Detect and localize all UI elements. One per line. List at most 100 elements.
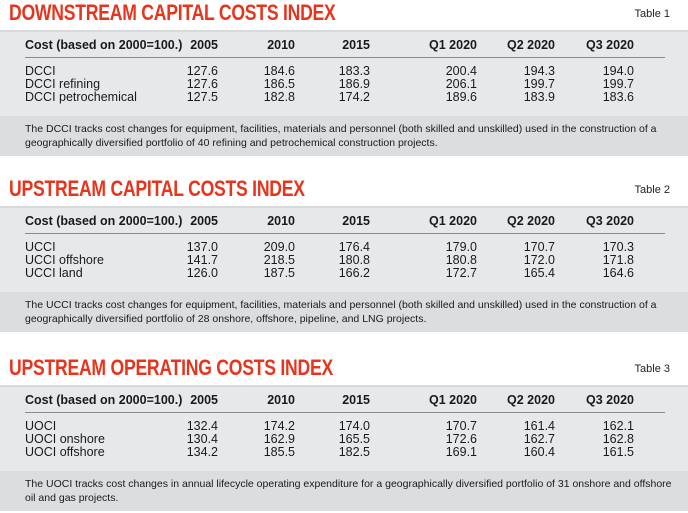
cell-value: 172.7 [445,266,477,280]
table-row: UOCI onshore 130.4 162.9 165.5 172.6 162.7 162… [0,433,688,446]
cell-value: 127.5 [186,90,218,104]
cell-value: 171.8 [602,253,634,267]
cell-value: 162.1 [602,419,634,433]
table-row: DCCI petrochemical 127.5 182.8 174.2 189.6 18… [0,91,688,104]
table-row: DCCI refining 127.6 186.5 186.9 206.1 199.7 19… [0,78,688,91]
cell-value: 185.5 [263,445,295,459]
cell-value: 170.7 [445,419,477,433]
cell-value: 187.5 [263,266,295,280]
column-header: 2015 [342,38,370,52]
table-number: Table 3 [634,363,670,375]
cell-value: 161.5 [602,445,634,459]
table-row: UCCI 137.0 209.0 176.4 179.0 170.7 170.3 [0,241,688,254]
cell-value: 172.6 [445,432,477,446]
cell-value: 180.8 [445,253,477,267]
cell-value: 174.2 [338,90,370,104]
column-header: 2015 [342,214,370,228]
cell-value: 130.4 [186,432,218,446]
table-body: Cost (based on 2000=100.) 2005 2010 2015 Q1 … [0,385,688,471]
cell-value: 172.0 [523,253,555,267]
table-footnote: The DCCI tracks cost changes for equipme… [0,116,688,156]
cell-value: 176.4 [338,240,370,254]
cell-value: 160.4 [523,445,555,459]
column-header: 2005 [190,38,218,52]
row-label: UOCI offshore [25,445,105,459]
column-header: Q3 2020 [586,214,634,228]
cell-value: 182.5 [338,445,370,459]
cell-value: 137.0 [186,240,218,254]
column-header: 2005 [190,393,218,407]
table-header-row: Cost (based on 2000=100.) 2005 2010 2015 Q1 … [0,394,688,407]
cell-value: 170.3 [602,240,634,254]
column-header: Q1 2020 [429,38,477,52]
table-body: Cost (based on 2000=100.) 2005 2010 2015 Q1 … [0,206,688,292]
column-header: Cost (based on 2000=100.) [25,38,183,52]
cell-value: 169.1 [445,445,477,459]
cell-value: 199.7 [523,77,555,91]
table-number: Table 2 [634,184,670,196]
cell-value: 174.2 [263,419,295,433]
cell-value: 161.4 [523,419,555,433]
column-header: 2005 [190,214,218,228]
cell-value: 180.8 [338,253,370,267]
cell-value: 186.9 [338,77,370,91]
row-label: DCCI petrochemical [25,90,137,104]
cell-value: 162.8 [602,432,634,446]
column-header: Q2 2020 [507,214,555,228]
cell-value: 189.6 [445,90,477,104]
cell-value: 209.0 [263,240,295,254]
table-footnote: The UCCI tracks cost changes for equipme… [0,292,688,332]
row-label: UCCI land [25,266,83,280]
table-title: DOWNSTREAM CAPITAL COSTS INDEX [9,0,336,25]
column-header: 2010 [267,393,295,407]
table-title: UPSTREAM CAPITAL COSTS INDEX [9,176,305,201]
cell-value: 134.2 [186,445,218,459]
column-header: 2010 [267,214,295,228]
footnote-text: The DCCI tracks cost changes for equipme… [25,123,657,149]
header-divider [25,233,665,234]
cell-value: 162.7 [523,432,555,446]
cell-value: 141.7 [186,253,218,267]
table-row: DCCI 127.6 184.6 183.3 200.4 194.3 194.0 [0,65,688,78]
cell-value: 170.7 [523,240,555,254]
cell-value: 199.7 [602,77,634,91]
footnote-text: The UCCI tracks cost changes for equipme… [25,299,657,325]
table-title: UPSTREAM OPERATING COSTS INDEX [9,355,333,380]
column-header: Q2 2020 [507,38,555,52]
cell-value: 183.6 [602,90,634,104]
table-body: Cost (based on 2000=100.) 2005 2010 2015 Q1 … [0,30,688,116]
row-label: UOCI [25,419,57,433]
row-label: UCCI [25,240,56,254]
cell-value: 165.4 [523,266,555,280]
cell-value: 166.2 [338,266,370,280]
table-row: UCCI land 126.0 187.5 166.2 172.7 165.4 164.6 [0,267,688,280]
cell-value: 132.4 [186,419,218,433]
cell-value: 165.5 [338,432,370,446]
row-label: DCCI [25,64,56,78]
cell-value: 127.6 [186,77,218,91]
cell-value: 182.8 [263,90,295,104]
column-header: Q3 2020 [586,38,634,52]
cell-value: 200.4 [445,64,477,78]
table-row: UOCI 132.4 174.2 174.0 170.7 161.4 162.1 [0,420,688,433]
cell-value: 162.9 [263,432,295,446]
column-header: 2015 [342,393,370,407]
cell-value: 206.1 [445,77,477,91]
footnote-text: The UOCI tracks cost changes in annual l… [25,478,672,504]
table-header-row: Cost (based on 2000=100.) 2005 2010 2015 Q1 … [0,39,688,52]
table-row: UCCI offshore 141.7 218.5 180.8 180.8 172.0 17… [0,254,688,267]
cell-value: 126.0 [186,266,218,280]
cell-value: 184.6 [263,64,295,78]
table-row: UOCI offshore 134.2 185.5 182.5 169.1 160.4 16… [0,446,688,459]
row-label: DCCI refining [25,77,101,91]
table-footnote: The UOCI tracks cost changes in annual l… [0,471,688,511]
cell-value: 186.5 [263,77,295,91]
column-header: 2010 [267,38,295,52]
table-number: Table 1 [634,8,670,20]
header-divider [25,412,665,413]
table-header-row: Cost (based on 2000=100.) 2005 2010 2015 Q1 … [0,215,688,228]
cell-value: 183.3 [338,64,370,78]
column-header: Q3 2020 [586,393,634,407]
column-header: Q1 2020 [429,393,477,407]
column-header: Q1 2020 [429,214,477,228]
